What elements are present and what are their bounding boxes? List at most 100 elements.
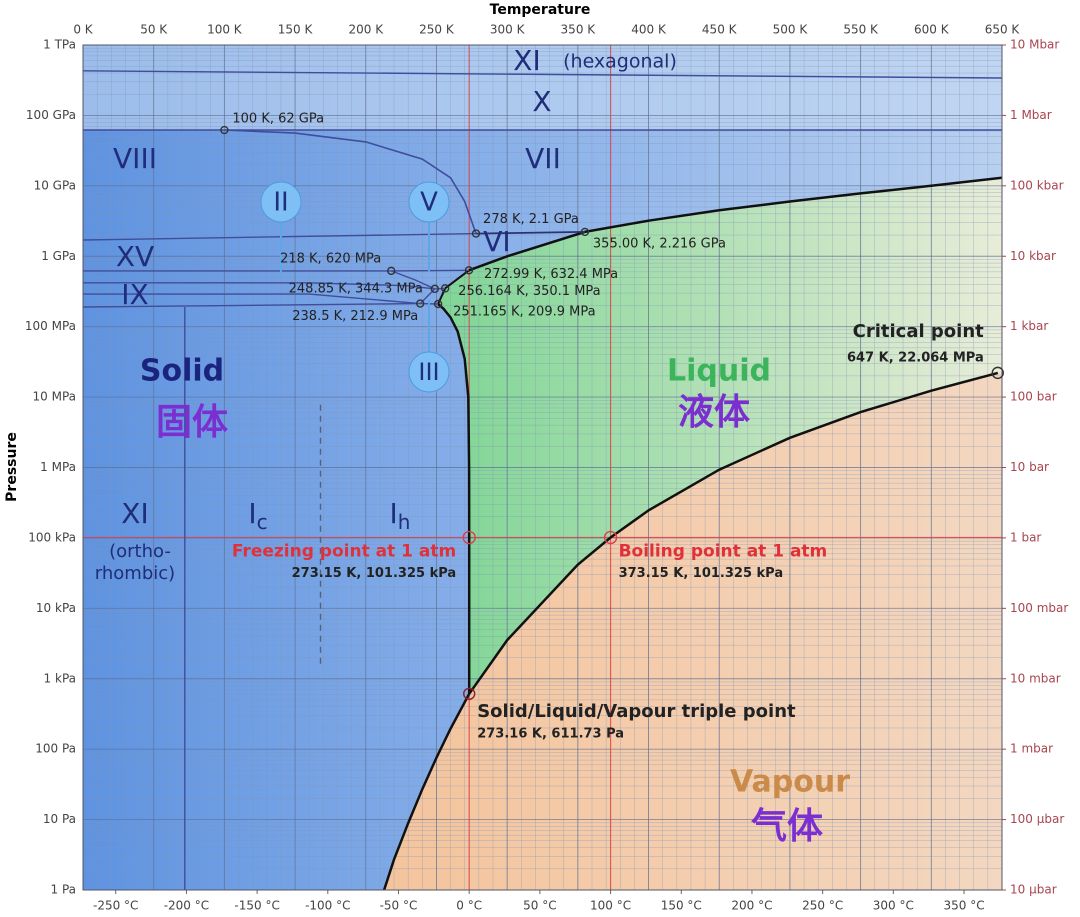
phase-label: VII: [525, 142, 561, 175]
x-tick-label: 500 K: [773, 23, 809, 37]
x2-tick-label: 50 °C: [523, 899, 556, 913]
y2-tick-label: 10 bar: [1010, 460, 1049, 474]
point-label: 248.85 K, 344.3 MPa: [289, 281, 423, 296]
point-marker: [433, 299, 443, 309]
point-label: 373.15 K, 101.325 kPa: [619, 566, 784, 581]
plot-area: [82, 44, 1006, 894]
y2-tick-label: 100 mbar: [1010, 601, 1068, 615]
phase-boundary: [475, 231, 585, 235]
x2-tick-label: 200 °C: [731, 899, 772, 913]
y-tick-label: 1 Pa: [51, 883, 77, 897]
point-marker: [471, 229, 481, 238]
point-marker: [463, 687, 476, 700]
region-label: 气体: [751, 806, 823, 847]
phase-label: XI: [513, 44, 540, 77]
x-axis-title: Temperature: [490, 2, 591, 18]
phase-label: VI: [483, 225, 510, 258]
phase-boundary: [83, 232, 477, 241]
phase-label: II: [273, 188, 288, 218]
x2-tick-label: -100 °C: [305, 899, 350, 913]
x-tick-label: 100 K: [207, 23, 243, 37]
y-tick-label: 10 Pa: [43, 812, 76, 826]
phase-label: X: [532, 85, 551, 118]
y2-tick-label: 1 bar: [1010, 530, 1041, 544]
point-marker: [387, 266, 396, 276]
point-label: 238.5 K, 212.9 MPa: [292, 309, 418, 324]
point-title: Boiling point at 1 atm: [619, 542, 828, 562]
point-title: Solid/Liquid/Vapour triple point: [477, 701, 796, 722]
point-marker: [603, 530, 618, 545]
point-label: 100 K, 62 GPa: [232, 112, 324, 127]
phase-boundary: [390, 270, 436, 290]
y2-tick-label: 100 bar: [1010, 390, 1057, 404]
x-tick-label: 200 K: [348, 23, 384, 37]
y-tick-label: 100 GPa: [26, 108, 76, 122]
point-label: 273.15 K, 101.325 kPa: [292, 566, 457, 581]
y2-tick-label: 100 kbar: [1010, 178, 1064, 192]
x2-tick-label: 250 °C: [802, 899, 843, 913]
point-marker: [580, 227, 590, 237]
x-tick-label: 450 K: [702, 23, 738, 37]
phase-boundary: [437, 287, 447, 305]
phase-badge: [408, 181, 450, 223]
phase-label: (ortho-: [109, 541, 171, 562]
y2-tick-label: 1 mbar: [1010, 742, 1053, 756]
point-title: Critical point: [853, 321, 985, 342]
region-label: Vapour: [730, 765, 850, 800]
point-marker: [416, 299, 425, 308]
phase-badge: [408, 351, 450, 393]
plot-frame: [82, 44, 1003, 891]
y-tick-label: 1 MPa: [40, 460, 76, 474]
phase-boundary: [437, 303, 471, 694]
phase-label: (hexagonal): [563, 51, 677, 73]
x-tick-label: 350 K: [561, 23, 597, 37]
phase-label: Ic: [248, 497, 267, 534]
point-label: 278 K, 2.1 GPa: [483, 212, 579, 227]
y-tick-label: 100 MPa: [25, 319, 76, 333]
x-tick-label: 550 K: [843, 23, 879, 37]
region-label: Liquid: [667, 354, 771, 389]
point-label: 355.00 K, 2.216 GPa: [593, 236, 726, 251]
phase-label: XV: [116, 240, 154, 273]
x2-tick-label: 350 °C: [943, 899, 984, 913]
y2-tick-label: 10 Mbar: [1010, 38, 1059, 52]
x-tick-label: 600 K: [914, 23, 950, 37]
phase-boundary: [382, 693, 471, 890]
x2-tick-label: -50 °C: [380, 899, 418, 913]
point-label: 647 K, 22.064 MPa: [847, 350, 984, 365]
point-label: 256.164 K, 350.1 MPa: [458, 284, 600, 299]
point-marker: [220, 125, 229, 135]
point-marker: [991, 366, 1004, 380]
y2-tick-label: 10 mbar: [1010, 671, 1061, 685]
region-label: 液体: [678, 392, 750, 433]
region-label: 固体: [156, 402, 228, 443]
phase-label: III: [418, 358, 439, 386]
x2-tick-label: 150 °C: [661, 899, 702, 913]
y2-tick-label: 100 µbar: [1010, 812, 1064, 826]
x-tick-label: 0 K: [73, 23, 93, 37]
phase-label: IX: [121, 278, 148, 311]
phase-boundary: [83, 293, 421, 305]
y-axis-title: Pressure: [4, 432, 20, 502]
point-label: 251.165 K, 209.9 MPa: [453, 304, 595, 319]
point-marker: [440, 284, 450, 293]
y-tick-label: 100 Pa: [35, 742, 76, 756]
phase-boundary: [444, 269, 470, 290]
phase-label: rhombic): [95, 563, 175, 584]
phase-boundary: [83, 302, 421, 308]
vapour-region: [384, 372, 1002, 891]
point-title: Freezing point at 1 atm: [232, 542, 456, 562]
phase-label: XI: [121, 497, 148, 530]
point-label: 218 K, 620 MPa: [280, 251, 381, 266]
x2-tick-label: -250 °C: [93, 899, 138, 913]
point-marker: [430, 284, 440, 294]
y-tick-label: 10 MPa: [33, 390, 77, 404]
point-marker: [464, 266, 474, 275]
y-tick-label: 10 kPa: [36, 601, 76, 615]
phase-boundary: [224, 129, 477, 234]
x-tick-label: 300 K: [490, 23, 526, 37]
x-tick-label: 50 K: [140, 23, 168, 37]
x-tick-label: 250 K: [419, 23, 455, 37]
point-marker: [462, 530, 476, 545]
